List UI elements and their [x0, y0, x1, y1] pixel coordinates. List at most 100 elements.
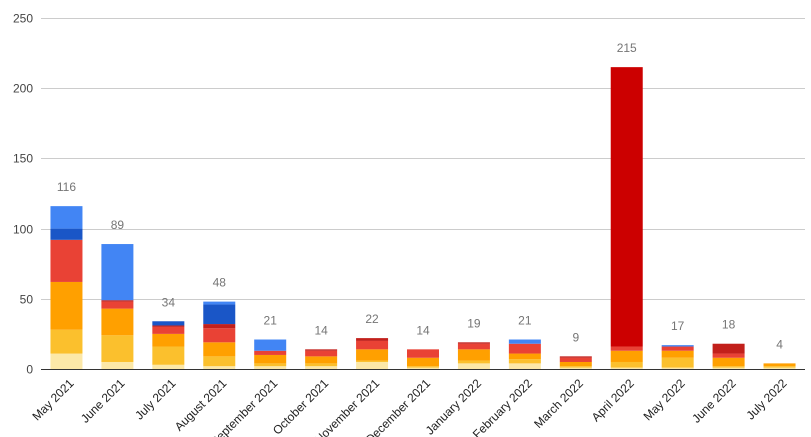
x-tick-label: June 2021 [78, 376, 128, 426]
bar-segment [101, 244, 134, 301]
y-tick-label: 100 [13, 223, 33, 237]
bar-segment [712, 366, 745, 368]
total-label: 17 [671, 319, 685, 333]
bar-segment [101, 300, 134, 302]
bar-segment [661, 345, 694, 347]
bar-segment [152, 325, 185, 327]
bar-segment [610, 350, 643, 362]
bar-segment [356, 349, 389, 361]
bar-segment [203, 356, 236, 367]
total-label: 22 [365, 312, 379, 326]
total-label: 18 [722, 318, 736, 332]
x-tick-label: March 2022 [531, 376, 586, 431]
total-label: 14 [416, 323, 430, 337]
bar-segment [152, 326, 185, 334]
bar-segment [457, 343, 490, 350]
bar-segment [50, 206, 83, 229]
bar-segment [152, 333, 185, 347]
bar-segment [305, 363, 338, 367]
x-tick-label: May 2021 [29, 376, 76, 423]
bar-segment [508, 353, 541, 360]
bar-segment [50, 281, 83, 330]
bar-segment [407, 357, 439, 367]
bar-segment [254, 350, 287, 355]
bar-segment [610, 346, 643, 351]
y-tick-label: 0 [26, 363, 33, 377]
gridlines [41, 18, 805, 370]
bar-segment [559, 361, 592, 367]
bar-segment [101, 301, 134, 309]
bar-segment [407, 349, 439, 358]
bar-segment [203, 366, 236, 369]
bar-segment [254, 366, 287, 369]
y-tick-label: 200 [13, 82, 33, 96]
bar-segment [559, 366, 592, 368]
bar-segment [305, 356, 338, 364]
bar-segment [559, 356, 592, 358]
bar-segment [305, 349, 338, 351]
bar-segment [508, 343, 541, 354]
bar-segment [101, 361, 134, 369]
bar-segment [356, 338, 389, 341]
bar-segment [457, 363, 490, 369]
bar-segment [407, 367, 439, 369]
total-label: 9 [572, 330, 579, 344]
bar-segment [305, 350, 338, 357]
bar-segment [712, 357, 745, 367]
bar-segment [457, 342, 490, 344]
bar-segment [203, 328, 236, 343]
x-tick-label: April 2022 [589, 376, 637, 424]
total-label: 89 [111, 218, 125, 232]
bar-segment [610, 367, 643, 369]
bar-segment [152, 321, 185, 326]
bar-segment [152, 346, 185, 365]
y-axis: 0 50 100 150 200 250 [13, 12, 33, 377]
y-tick-label: 50 [20, 293, 34, 307]
bar-segment [712, 343, 745, 354]
bar-segment [661, 346, 694, 351]
bar-segment [661, 350, 694, 358]
total-label: 4 [776, 337, 783, 351]
bar-segment [50, 353, 83, 369]
y-tick-label: 150 [13, 152, 33, 166]
bar-segment [763, 363, 796, 367]
bar-segment [763, 366, 796, 368]
bar-segment [407, 366, 439, 368]
total-label: 19 [467, 316, 481, 330]
bar-segment [101, 335, 134, 362]
x-tick-label: May 2022 [641, 376, 688, 423]
bar-segment [356, 361, 389, 369]
bars [50, 67, 796, 369]
bar-segment [50, 228, 83, 240]
bar-segment [254, 354, 287, 364]
total-label: 48 [213, 276, 227, 290]
total-label: 21 [264, 314, 278, 328]
bar-segment [203, 301, 236, 305]
total-label: 34 [162, 295, 176, 309]
bar-segment [508, 363, 541, 369]
bar-segment [712, 353, 745, 358]
bar-segment [305, 366, 338, 369]
bar-segment [101, 308, 134, 336]
x-tick-label: July 2022 [743, 376, 789, 422]
total-label: 116 [57, 180, 76, 194]
total-label: 215 [617, 41, 637, 55]
y-tick-label: 250 [13, 12, 33, 26]
bar-segment [763, 367, 796, 369]
total-labels: 116 89 34 48 21 14 22 14 19 21 9 215 17 18 4 [57, 41, 783, 351]
bar-segment [661, 367, 694, 369]
x-tick-label: July 2021 [132, 376, 178, 422]
bar-segment [152, 364, 185, 369]
bar-segment [457, 360, 490, 364]
bar-segment [508, 339, 541, 344]
bar-segment [712, 367, 745, 369]
bar-segment [356, 340, 389, 350]
bar-segment [254, 363, 287, 367]
bar-segment [661, 357, 694, 368]
bar-segment [457, 349, 490, 361]
bar-segment [203, 342, 236, 357]
bar-segment [356, 360, 389, 362]
bar-segment [50, 329, 83, 354]
